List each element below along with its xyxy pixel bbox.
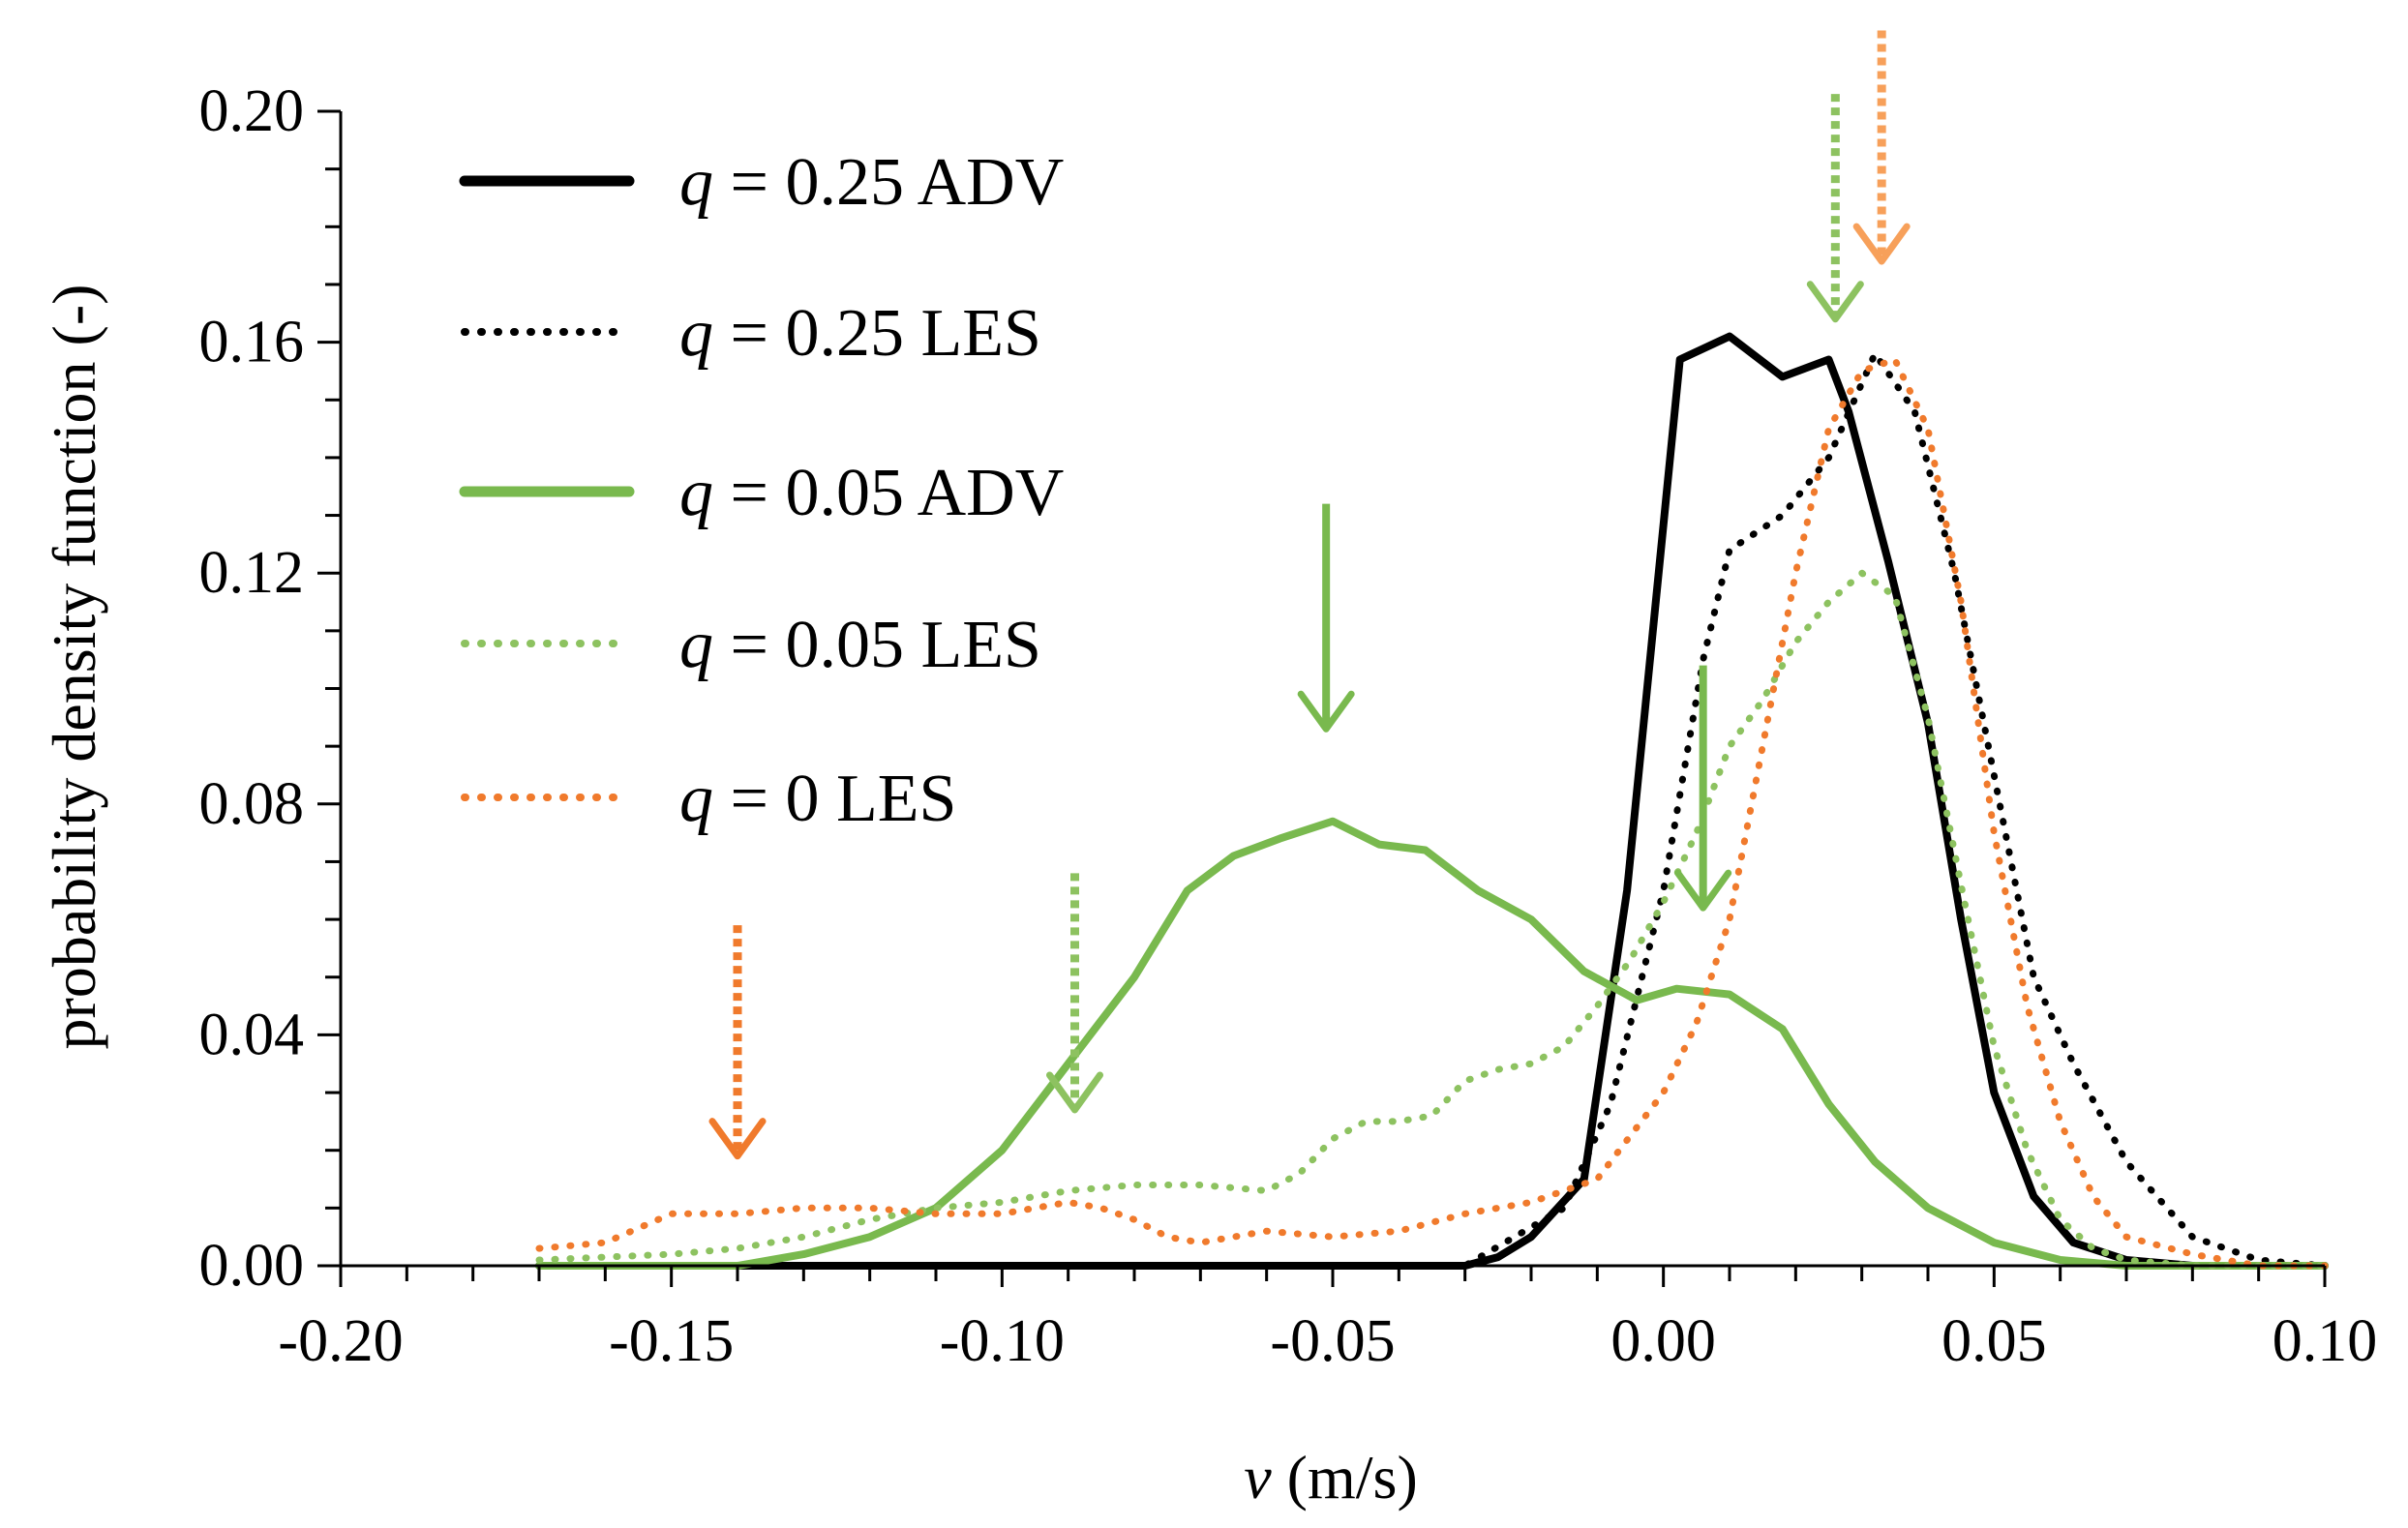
- arrow-q005-adv-right-head: [1674, 869, 1732, 912]
- legend-entry-q-0-25-les: q = 0.25 LES: [461, 296, 1041, 371]
- y-tick-label: 0.08: [199, 771, 305, 837]
- x-tick-label: 0.00: [1610, 1308, 1716, 1374]
- y-tick-label: 0.00: [199, 1233, 305, 1299]
- arrow-q005-adv-left: [1297, 503, 1355, 733]
- legend-text: = 0.25 LES: [713, 296, 1041, 371]
- legend-entry-q-0-les: q = 0 LES: [461, 762, 956, 836]
- y-tick-label: 0.16: [199, 310, 305, 375]
- legend-variable: q: [679, 296, 713, 371]
- axes-layer: -0.20 -0.15 -0.10 -0.05 0.00 0.05 0.10 0.00 0.04…: [199, 78, 2378, 1374]
- legend-text: = 0.05 ADV: [713, 456, 1064, 530]
- annotation-layer: [708, 30, 1911, 1160]
- x-tick-label: -0.20: [278, 1308, 403, 1374]
- arrow-q0-les-left: [708, 925, 767, 1160]
- x-tick-label: 0.10: [2273, 1308, 2378, 1374]
- x-axis-unit: (m/s): [1272, 1443, 1418, 1512]
- legend-label: q = 0.25 ADV: [679, 145, 1064, 220]
- legend-text: = 0 LES: [713, 762, 956, 836]
- x-tick-label: -0.05: [1270, 1308, 1395, 1374]
- series-line-q-0-05-les: [535, 569, 2329, 1270]
- legend-label: q = 0.05 ADV: [679, 456, 1064, 530]
- legend-variable: q: [679, 608, 713, 682]
- legend-variable: q: [679, 145, 713, 220]
- legend-label: q = 0 LES: [679, 762, 956, 836]
- y-tick-label: 0.12: [199, 540, 305, 606]
- x-axis-title: v (m/s): [1244, 1443, 1418, 1512]
- arrow-q0-les-right: [1852, 30, 1911, 265]
- x-tick-label: -0.10: [940, 1308, 1065, 1374]
- series-line-q-0-25-adv: [535, 332, 2329, 1270]
- x-axis-variable: v: [1244, 1443, 1272, 1512]
- series-line-q-0-05-adv: [535, 817, 2329, 1270]
- legend-text: = 0.05 LES: [713, 608, 1041, 682]
- legend-entry-q-0-25-adv: q = 0.25 ADV: [459, 145, 1064, 220]
- arrow-q005-les-left-head: [1046, 1071, 1103, 1114]
- arrow-q005-les-right-head: [1806, 281, 1864, 323]
- y-axis-title: probability density function (-): [40, 285, 108, 1050]
- arrow-q005-les-left: [1046, 873, 1103, 1114]
- legend-variable: q: [679, 762, 713, 836]
- series-layer: [535, 332, 2329, 1270]
- arrow-q005-les-right: [1806, 94, 1864, 323]
- legend-label: q = 0.05 LES: [679, 608, 1041, 682]
- arrow-q0-les-left-head: [708, 1118, 767, 1160]
- x-tick-label: 0.05: [1941, 1308, 2047, 1374]
- legend-variable: q: [679, 456, 713, 530]
- legend-label: q = 0.25 LES: [679, 296, 1041, 371]
- legend-entry-q-0-05-adv: q = 0.05 ADV: [459, 456, 1064, 530]
- y-tick-label: 0.20: [199, 78, 305, 144]
- arrow-q0-les-right-head: [1852, 223, 1911, 265]
- x-tick-label: -0.15: [609, 1308, 734, 1374]
- arrow-q005-adv-left-head: [1297, 690, 1355, 733]
- y-tick-label: 0.04: [199, 1002, 305, 1067]
- arrow-q005-adv-right: [1674, 665, 1732, 912]
- legend-text: = 0.25 ADV: [713, 145, 1064, 220]
- legend-entry-q-0-05-les: q = 0.05 LES: [461, 608, 1041, 682]
